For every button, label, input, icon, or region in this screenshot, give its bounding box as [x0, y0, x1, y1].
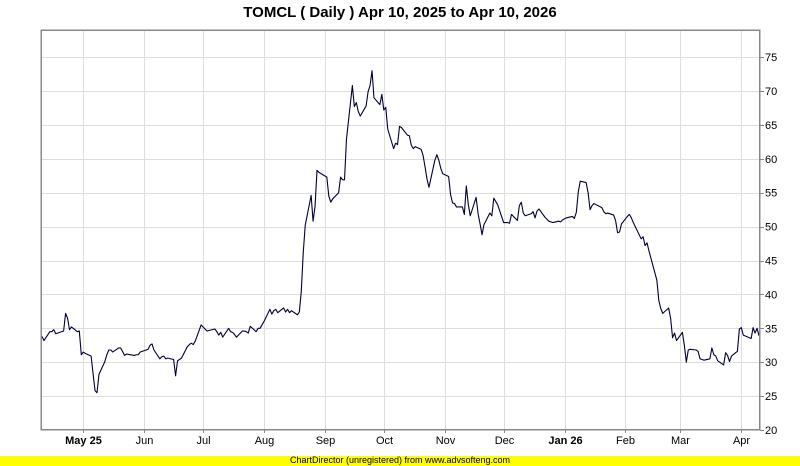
x-tick-label: Mar — [671, 435, 690, 447]
x-tick-label: May 25 — [65, 435, 102, 447]
plot-frame — [41, 30, 760, 430]
footer-credit: ChartDirector (unregistered) from www.ad… — [289, 455, 511, 465]
x-tick-label: Aug — [255, 435, 275, 447]
y-tick-label: 20 — [765, 425, 777, 437]
x-tick-label: Jul — [196, 435, 210, 447]
chart-title: TOMCL ( Daily ) Apr 10, 2025 to Apr 10, … — [243, 4, 556, 21]
y-tick-label: 30 — [765, 357, 777, 369]
y-tick-label: 65 — [765, 120, 777, 132]
y-tick-label: 45 — [765, 256, 777, 268]
x-tick-label: Oct — [376, 435, 393, 447]
x-tick-label: Sep — [316, 435, 336, 447]
plot-area — [40, 29, 761, 431]
series-layer — [41, 30, 760, 430]
price-line — [41, 70, 760, 394]
x-tick-label: Dec — [495, 435, 515, 447]
y-tick-label: 55 — [765, 188, 777, 200]
x-tick-label: Jun — [136, 435, 154, 447]
y-axis: 20 25 30 35 40 45 50 55 60 65 70 75 — [760, 52, 777, 437]
y-tick-label: 60 — [765, 154, 777, 166]
y-tick-label: 25 — [765, 391, 777, 403]
x-axis: May 25 Jun Jul Aug Sep Oct Nov Dec Jan 26 Feb Mar A… — [65, 430, 750, 447]
x-tick-label: Nov — [436, 435, 456, 447]
y-tick-label: 35 — [765, 323, 777, 335]
footer-bar — [0, 456, 800, 466]
x-tick-label: Jan 26 — [548, 435, 582, 447]
x-tick-label: Feb — [616, 435, 635, 447]
y-tick-label: 75 — [765, 52, 777, 64]
y-tick-label: 40 — [765, 289, 777, 301]
grid-layer — [41, 30, 760, 430]
y-tick-label: 50 — [765, 222, 777, 234]
y-tick-label: 70 — [765, 86, 777, 98]
x-tick-label: Apr — [733, 435, 750, 447]
